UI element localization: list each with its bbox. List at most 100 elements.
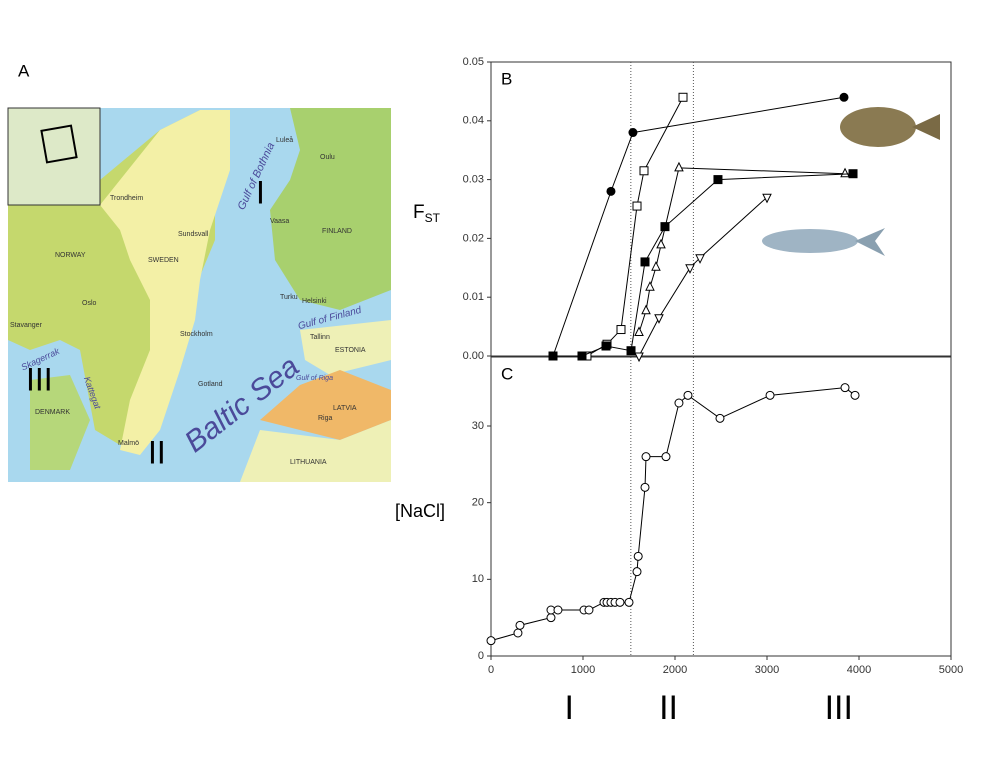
y-axis-label-main: F: [413, 202, 425, 223]
fish-tail: [855, 228, 885, 256]
land: [240, 420, 391, 482]
marker: [632, 567, 642, 577]
map-label: Malmö: [118, 440, 139, 447]
marker: [685, 264, 695, 274]
region-label: II: [659, 689, 678, 727]
series-line: [638, 196, 768, 357]
marker: [628, 128, 638, 138]
y-tick-label: 0.02: [463, 232, 484, 244]
map-label: Stockholm: [180, 331, 213, 338]
marker: [715, 413, 725, 423]
marker: [634, 352, 644, 363]
panel-label: C: [501, 364, 513, 383]
map-label: Riga: [318, 415, 333, 422]
inset-box: [40, 124, 78, 164]
map-label: Gotland: [198, 381, 223, 388]
plot-frame: [490, 61, 952, 357]
map-label: Luleå: [276, 136, 293, 144]
marker: [584, 605, 594, 615]
marker: [632, 201, 642, 211]
flounder-illustration: [840, 107, 940, 147]
y-tick-label: 0.03: [463, 174, 484, 186]
x-tick-label: 0: [488, 664, 494, 676]
marker: [678, 92, 688, 102]
inset-map: [7, 107, 101, 206]
region-label: I: [256, 174, 265, 210]
marker: [553, 605, 563, 615]
map-label: NORWAY: [55, 252, 86, 259]
marker: [641, 452, 651, 462]
marker: [683, 390, 693, 400]
marker: [546, 613, 556, 623]
panel-label: B: [501, 69, 512, 88]
map-label: Vaasa: [270, 218, 289, 225]
y-tick-label: 0: [478, 650, 484, 662]
marker: [762, 193, 772, 204]
x-tick-label: 5000: [939, 664, 963, 676]
marker: [765, 390, 775, 400]
y-axis-label: [NaCl]: [395, 501, 445, 521]
y-tick-label: 0.01: [463, 291, 484, 303]
map-label: LITHUANIA: [290, 459, 327, 466]
marker: [616, 325, 626, 335]
marker: [660, 222, 670, 232]
region-label: I: [564, 689, 573, 727]
map: A NORWAY SWEDEN FINLAND ESTONIA LATVIA L…: [7, 61, 391, 482]
marker: [839, 92, 849, 102]
series-line: [490, 387, 856, 642]
y-tick-label: 0.05: [463, 56, 484, 68]
y-tick-label: 0.00: [463, 350, 484, 362]
marker: [695, 254, 705, 264]
map-label: DENMARK: [35, 409, 70, 416]
marker: [624, 597, 634, 607]
marker: [656, 238, 666, 249]
map-label: Helsinki: [302, 298, 327, 305]
marker: [640, 257, 650, 267]
marker: [513, 628, 523, 638]
marker: [674, 398, 684, 408]
map-label: Trondheim: [110, 195, 143, 202]
land: [300, 320, 391, 375]
marker: [654, 314, 664, 324]
marker: [615, 597, 625, 607]
marker: [713, 175, 723, 185]
marker: [515, 620, 525, 630]
marker: [633, 551, 643, 561]
land: [270, 108, 391, 310]
map-label: FINLAND: [322, 228, 352, 235]
marker: [674, 161, 684, 172]
region-label: III: [825, 689, 853, 727]
map-label: Tallinn: [310, 334, 330, 341]
map-label: Sundsvall: [178, 231, 209, 238]
y-tick-label: 20: [472, 497, 484, 509]
map-label: Oulu: [320, 154, 335, 161]
x-tick-label: 1000: [571, 664, 595, 676]
map-label: LATVIA: [333, 405, 357, 412]
fish-tail: [912, 114, 940, 140]
x-tick-label: 3000: [755, 664, 779, 676]
marker: [840, 167, 850, 178]
panel-label: A: [18, 61, 30, 80]
x-tick-label: 4000: [847, 664, 871, 676]
marker: [850, 390, 860, 400]
land: [260, 370, 391, 440]
marker: [577, 351, 587, 361]
marker: [601, 341, 611, 351]
fish: [840, 107, 916, 147]
marker: [626, 346, 636, 356]
marker: [634, 326, 644, 336]
x-tick-label: 2000: [663, 664, 687, 676]
map-label: Stavanger: [10, 322, 43, 329]
marker: [548, 351, 558, 361]
land: [100, 110, 230, 455]
region-label: III: [26, 361, 53, 397]
map-label: SWEDEN: [148, 257, 179, 264]
marker: [640, 482, 650, 492]
region-label: II: [148, 434, 166, 470]
marker: [661, 452, 671, 462]
marker: [606, 186, 616, 196]
marker: [848, 169, 858, 179]
marker: [486, 636, 496, 646]
y-axis-label-sub: ST: [425, 211, 441, 225]
